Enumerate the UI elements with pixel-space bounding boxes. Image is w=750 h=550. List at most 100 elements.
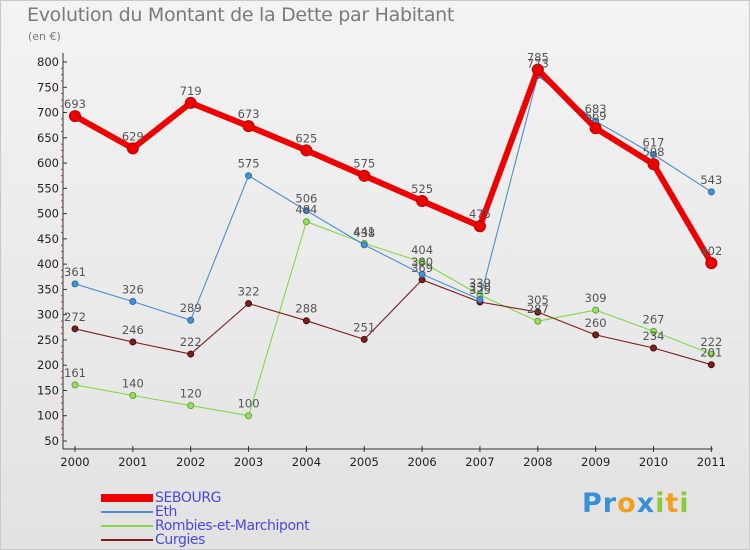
chart-subtitle: (en €) [28, 30, 61, 43]
data-label-curgies: 369 [411, 261, 433, 275]
data-point-curgies [707, 361, 715, 369]
data-point-eth [71, 280, 79, 288]
data-point-rombies-et-marchipont [245, 412, 253, 420]
data-point-curgies [534, 308, 542, 316]
y-tick-label: 250 [37, 333, 59, 347]
y-tick-label: 500 [37, 207, 59, 221]
data-label-rombies-et-marchipont: 100 [238, 397, 260, 411]
data-point-sebourg [184, 96, 197, 109]
data-label-sebourg: 525 [411, 182, 433, 196]
data-label-sebourg: 625 [295, 131, 317, 145]
x-tick-label: 2004 [292, 455, 321, 469]
x-tick-label: 2009 [581, 455, 610, 469]
data-point-rombies-et-marchipont [592, 306, 600, 314]
data-label-sebourg: 673 [238, 107, 260, 121]
data-point-eth [245, 172, 253, 180]
y-tick-label: 450 [37, 232, 59, 246]
logo-letter: t [665, 488, 680, 519]
y-tick-label: 600 [37, 156, 59, 170]
data-label-curgies: 322 [238, 285, 260, 299]
data-label-sebourg: 598 [643, 145, 665, 159]
x-tick-label: 2006 [407, 455, 436, 469]
data-label-eth: 438 [353, 226, 375, 240]
legend-swatch-sebourg [101, 494, 153, 502]
data-label-rombies-et-marchipont: 161 [64, 366, 86, 380]
data-label-sebourg: 693 [64, 97, 86, 111]
data-point-sebourg [416, 194, 429, 207]
proxiti-logo: Proxiti [582, 488, 690, 519]
legend-swatch-rombies-et-marchipont [101, 525, 153, 527]
data-label-curgies: 234 [643, 329, 665, 343]
x-tick-label: 2010 [639, 455, 668, 469]
data-label-rombies-et-marchipont: 309 [585, 291, 607, 305]
y-tick-label: 200 [37, 358, 59, 372]
data-label-eth: 683 [585, 102, 607, 116]
data-point-sebourg [69, 110, 81, 123]
legend-label-sebourg: SEBOURG [155, 490, 222, 506]
data-point-sebourg [242, 120, 255, 133]
data-point-rombies-et-marchipont [707, 350, 715, 358]
data-point-sebourg [358, 169, 371, 182]
data-point-curgies [187, 350, 195, 358]
data-label-eth: 330 [469, 281, 491, 295]
data-point-sebourg [589, 122, 602, 135]
data-label-rombies-et-marchipont: 140 [122, 377, 144, 391]
logo-letter: x [636, 488, 656, 519]
data-label-rombies-et-marchipont: 484 [295, 203, 317, 217]
data-point-curgies [592, 331, 600, 339]
data-point-eth [302, 207, 310, 215]
data-label-rombies-et-marchipont: 441 [353, 224, 375, 238]
data-point-sebourg [126, 142, 139, 155]
chart-title: Evolution du Montant de la Dette par Hab… [27, 4, 455, 26]
data-label-eth: 506 [295, 192, 317, 206]
data-point-eth [360, 241, 368, 249]
data-label-sebourg: 575 [353, 157, 375, 171]
data-point-eth [476, 296, 484, 304]
data-label-rombies-et-marchipont: 404 [411, 243, 433, 257]
data-point-curgies [360, 335, 368, 343]
series-line-sebourg [73, 66, 714, 265]
data-point-sebourg [473, 220, 486, 233]
x-tick-label: 2001 [118, 455, 147, 469]
data-label-rombies-et-marchipont: 339 [469, 276, 491, 290]
data-point-rombies-et-marchipont [534, 317, 542, 325]
data-point-curgies [71, 325, 79, 333]
y-tick-label: 800 [37, 55, 59, 69]
legend-swatch-curgies [101, 539, 153, 541]
data-label-curgies: 260 [585, 316, 607, 330]
data-point-rombies-et-marchipont [129, 392, 137, 400]
data-label-sebourg: 785 [527, 51, 549, 65]
data-label-curgies: 272 [64, 310, 86, 324]
data-label-sebourg: 475 [469, 207, 491, 221]
data-label-sebourg: 629 [122, 129, 144, 143]
data-label-eth: 289 [180, 301, 202, 315]
x-tick-label: 2000 [60, 455, 89, 469]
data-label-curgies: 246 [122, 323, 144, 337]
data-point-rombies-et-marchipont [418, 258, 426, 266]
data-point-sebourg [531, 63, 544, 76]
y-tick-label: 300 [37, 308, 59, 322]
data-point-rombies-et-marchipont [302, 218, 310, 226]
y-tick-label: 650 [37, 131, 59, 145]
y-tick-label: 700 [37, 106, 59, 120]
logo-letter: i [655, 488, 666, 519]
data-point-rombies-et-marchipont [650, 327, 657, 335]
x-tick-label: 2002 [176, 455, 205, 469]
legend-label-rombies-et-marchipont: Rombies-et-Marchipont [155, 518, 310, 534]
x-tick-label: 2005 [350, 455, 379, 469]
data-point-sebourg [705, 257, 718, 270]
data-label-eth: 543 [700, 173, 722, 187]
data-point-rombies-et-marchipont [187, 402, 195, 410]
logo-letter: i [679, 488, 690, 519]
x-tick-label: 2007 [465, 455, 494, 469]
x-tick-label: 2003 [234, 455, 263, 469]
series-line-rombies-et-marchipont [74, 221, 712, 417]
x-tick-label: 2011 [697, 455, 726, 469]
data-label-curgies: 251 [353, 320, 375, 334]
data-label-curgies: 325 [469, 283, 491, 297]
data-label-curgies: 222 [180, 335, 202, 349]
data-label-curgies: 305 [527, 293, 549, 307]
y-tick-label: 750 [37, 80, 59, 94]
